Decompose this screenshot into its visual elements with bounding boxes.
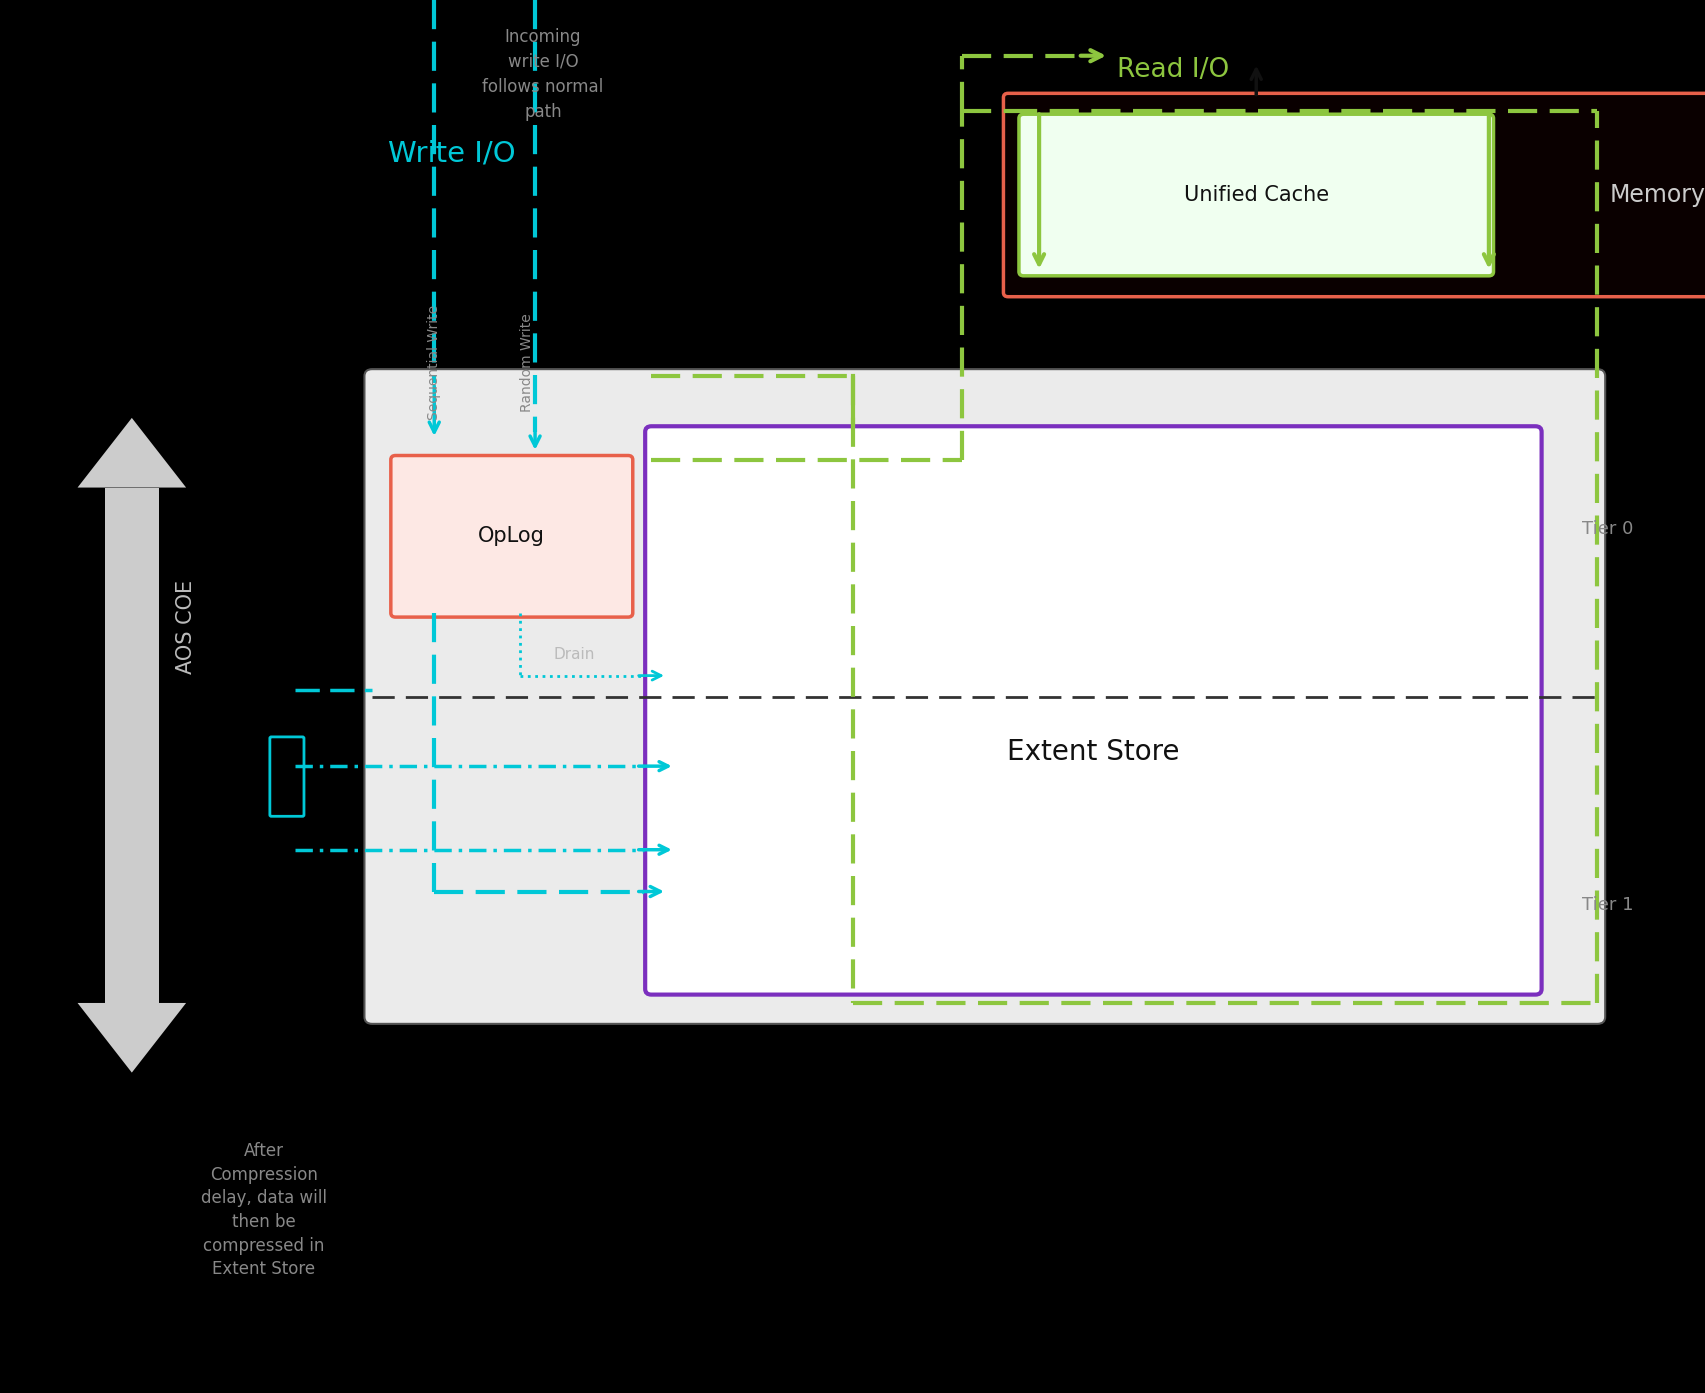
Text: Tier 0: Tier 0 — [1581, 521, 1632, 538]
Text: Write I/O: Write I/O — [387, 139, 515, 167]
Text: Random Write: Random Write — [520, 313, 534, 411]
FancyBboxPatch shape — [644, 426, 1541, 995]
Text: Tier 1: Tier 1 — [1581, 897, 1632, 914]
Text: Incoming
write I/O
follows normal
path: Incoming write I/O follows normal path — [483, 28, 604, 121]
Polygon shape — [77, 418, 186, 488]
Text: Extent Store: Extent Store — [1006, 738, 1178, 766]
Text: Read I/O: Read I/O — [1117, 57, 1228, 82]
Polygon shape — [104, 488, 159, 1003]
Text: Unified Cache: Unified Cache — [1183, 185, 1328, 205]
Text: After
Compression
delay, data will
then be
compressed in
Extent Store: After Compression delay, data will then … — [201, 1142, 326, 1279]
Polygon shape — [77, 1003, 186, 1073]
Text: OpLog: OpLog — [477, 527, 546, 546]
Text: AOS COE: AOS COE — [176, 579, 196, 674]
FancyBboxPatch shape — [390, 456, 633, 617]
Text: Memory: Memory — [1610, 182, 1705, 208]
Text: Drain: Drain — [552, 646, 593, 662]
FancyBboxPatch shape — [1018, 114, 1492, 276]
Text: Sequential Write: Sequential Write — [426, 305, 442, 419]
FancyBboxPatch shape — [1003, 93, 1705, 297]
FancyBboxPatch shape — [365, 369, 1604, 1024]
